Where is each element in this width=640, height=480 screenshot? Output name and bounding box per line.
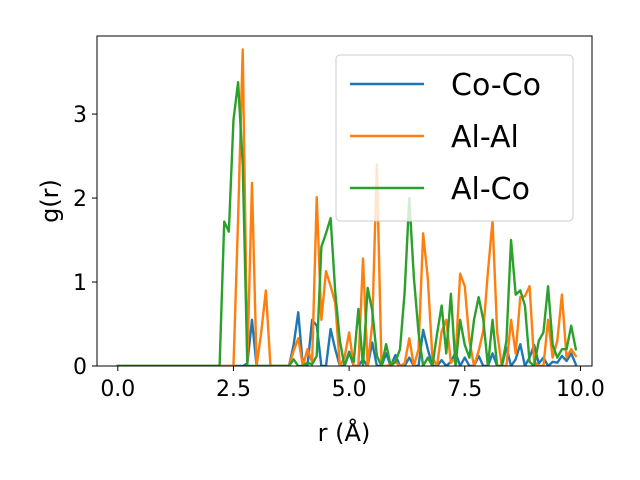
y-tick-label: 1 bbox=[73, 271, 87, 296]
series-line-al-al bbox=[116, 48, 578, 366]
y-tick-label: 0 bbox=[73, 355, 87, 380]
axis-ticks: 0.0 2.5 5.0 7.5 10.0 0 1 2 3 bbox=[73, 103, 605, 402]
x-tick-label: 5.0 bbox=[332, 377, 367, 402]
legend-label-al-co: Al-Co bbox=[451, 172, 530, 207]
axes-frame bbox=[96, 35, 593, 367]
legend-box bbox=[335, 54, 574, 222]
legend: Co-Co Al-Al Al-Co bbox=[335, 54, 574, 222]
y-tick-label: 3 bbox=[73, 103, 87, 128]
y-tick-label: 2 bbox=[73, 187, 87, 212]
plot-area bbox=[116, 48, 578, 366]
y-axis-label: g(r) bbox=[36, 179, 64, 223]
x-tick-label: 7.5 bbox=[447, 377, 482, 402]
x-axis-label: r (Å) bbox=[318, 418, 371, 447]
x-tick-label: 2.5 bbox=[216, 377, 251, 402]
series-line-al-co bbox=[116, 80, 578, 366]
x-tick-label: 0.0 bbox=[100, 377, 135, 402]
x-tick-label: 10.0 bbox=[556, 377, 605, 402]
legend-label-al-al: Al-Al bbox=[451, 120, 519, 155]
legend-label-co-co: Co-Co bbox=[451, 68, 541, 103]
